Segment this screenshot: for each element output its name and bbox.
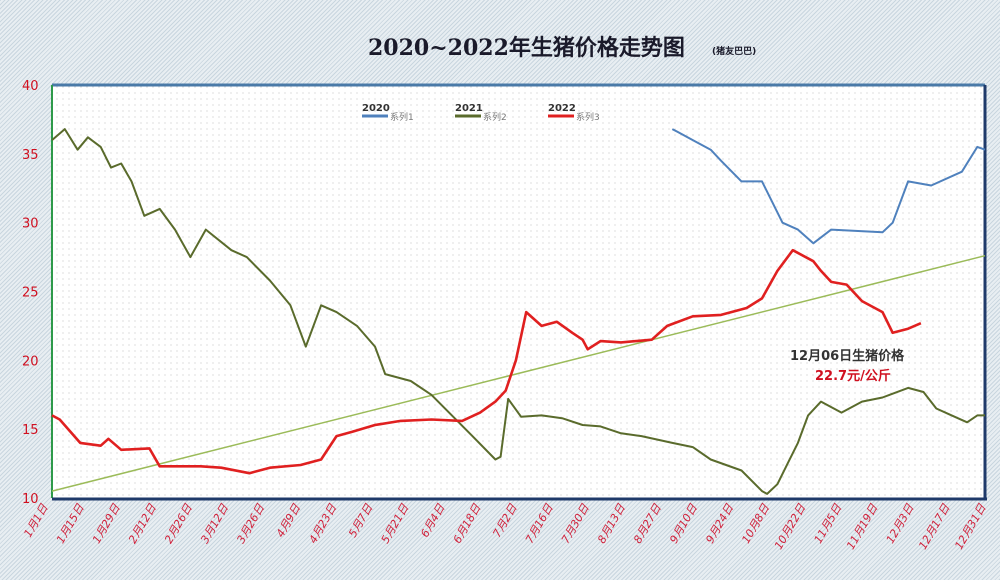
series-line-2022: [51, 248, 922, 475]
legend-year: 2022: [548, 103, 576, 114]
x-tick-label: 6月4日: [418, 501, 448, 540]
x-tick-label: 7月2日: [490, 501, 520, 540]
x-tick-label: 3月26日: [234, 501, 267, 546]
y-tick-label: 15: [22, 423, 39, 438]
x-tick-label: 4月23日: [306, 501, 339, 546]
y-tick-label: 10: [22, 492, 39, 507]
annotation-price-label: 22.7元/公斤: [815, 368, 891, 384]
x-tick-label: 9月10日: [667, 501, 700, 546]
x-tick-label: 6月18日: [451, 501, 484, 546]
y-tick-label: 20: [22, 354, 39, 369]
x-tick-label: 1月15日: [54, 501, 87, 546]
y-tick-label: 35: [22, 148, 39, 163]
x-tick-label: 11月19日: [844, 501, 881, 552]
x-tick-label: 7月30日: [559, 501, 592, 546]
annotation-date-label: 12月06日生猪价格: [790, 348, 905, 364]
legend-year: 2020: [362, 103, 390, 114]
y-tick-label: 30: [22, 217, 39, 232]
plot-area: [52, 85, 985, 498]
x-tick-label: 12月3日: [884, 501, 917, 546]
x-tick-label: 2月12日: [126, 501, 159, 546]
trend-line: [51, 254, 986, 492]
x-tick-label: 4月9日: [274, 501, 304, 540]
chart-subtitle: (猪友巴巴): [712, 45, 756, 57]
x-tick-label: 12月17日: [916, 501, 953, 552]
x-tick-label: 3月12日: [198, 501, 231, 546]
chart-title: 2020~2022年生猪价格走势图: [368, 35, 685, 61]
series-line-2020: [671, 128, 986, 245]
x-tick-label: 7月16日: [523, 501, 556, 546]
x-tick-label: 10月8日: [739, 501, 772, 546]
x-tick-label: 10月22日: [772, 501, 809, 552]
x-tick-label: 5月7日: [346, 501, 376, 540]
x-tick-label: 8月27日: [631, 501, 664, 546]
x-tick-label: 1月29日: [90, 501, 123, 546]
series-line-2021: [51, 128, 985, 495]
y-tick-label: 25: [22, 286, 39, 301]
legend-series-name: 系列1: [390, 111, 414, 123]
x-tick-label: 9月24日: [703, 501, 736, 546]
x-tick-label: 8月13日: [595, 501, 628, 546]
x-tick-label: 11月5日: [812, 501, 845, 546]
y-tick-label: 40: [22, 79, 39, 94]
x-tick-label: 5月21日: [379, 501, 412, 546]
x-tick-label: 12月31日: [952, 501, 989, 552]
x-tick-label: 2月26日: [162, 501, 195, 546]
legend-year: 2021: [455, 103, 483, 114]
legend-series-name: 系列3: [576, 111, 600, 123]
legend-series-name: 系列2: [483, 111, 507, 123]
